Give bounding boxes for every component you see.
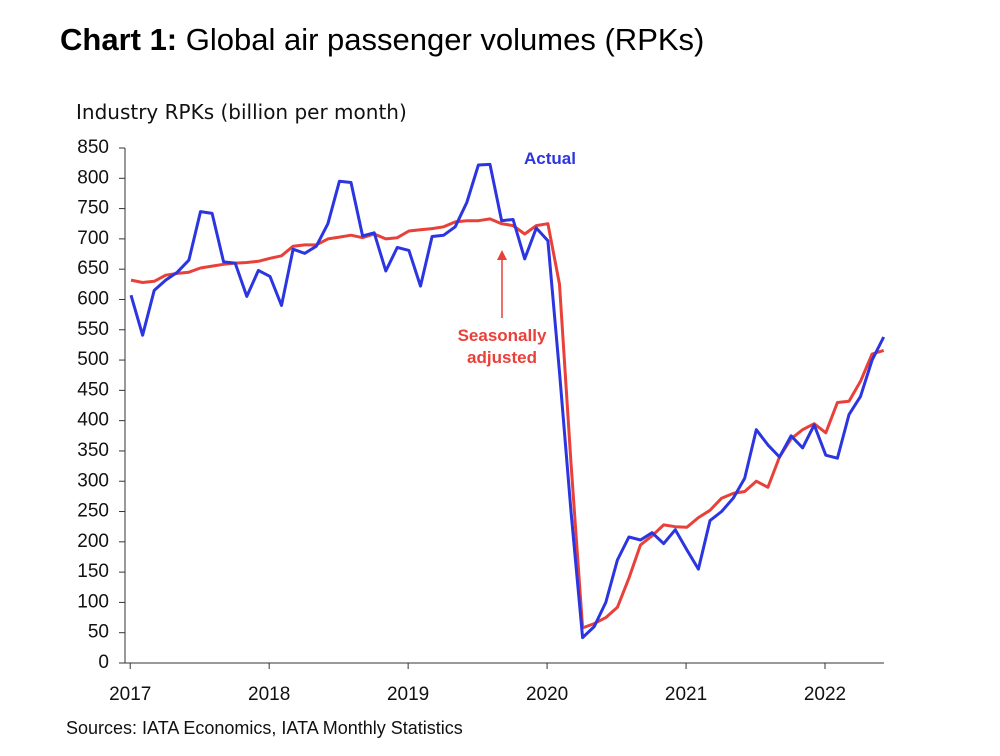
x-tick-label: 2019 xyxy=(387,684,429,705)
y-axis-title: Industry RPKs (billion per month) xyxy=(76,100,407,124)
annotation-arrowhead xyxy=(497,250,507,260)
y-tick-label: 450 xyxy=(77,379,109,400)
y-tick-label: 550 xyxy=(77,319,109,340)
chart-title: Global air passenger volumes (RPKs) xyxy=(185,22,705,57)
y-tick-label: 200 xyxy=(77,531,109,552)
title-block: Chart 1: Global air passenger volumes (R… xyxy=(60,22,704,58)
y-tick-label: 650 xyxy=(77,258,109,279)
x-tick-label: 2020 xyxy=(526,684,568,705)
source-note: Sources: IATA Economics, IATA Monthly St… xyxy=(66,718,463,738)
y-tick-label: 350 xyxy=(77,440,109,461)
series-line xyxy=(130,217,885,630)
series-line xyxy=(129,162,886,640)
x-tick-label: 2021 xyxy=(665,684,707,705)
title-label: Chart 1: xyxy=(60,22,178,57)
y-tick-label: 750 xyxy=(77,198,109,219)
y-tick-label: 250 xyxy=(77,501,109,522)
x-tick-label: 2018 xyxy=(248,684,290,705)
y-tick-label: 700 xyxy=(77,228,109,249)
y-tick-label: 150 xyxy=(77,561,109,582)
y-tick-label: 850 xyxy=(77,137,109,158)
y-tick-label: 600 xyxy=(77,288,109,309)
y-tick-label: 800 xyxy=(77,167,109,188)
y-tick-label: 500 xyxy=(77,349,109,370)
series-label: Seasonally adjusted xyxy=(457,326,547,367)
x-tick-label: 2017 xyxy=(109,684,151,705)
x-tick-label: 2022 xyxy=(804,684,846,705)
series-label: Actual xyxy=(524,149,576,168)
y-tick-label: 0 xyxy=(98,652,109,673)
y-tick-label: 100 xyxy=(77,591,109,612)
y-tick-label: 50 xyxy=(88,622,109,643)
y-tick-label: 300 xyxy=(77,470,109,491)
y-tick-label: 400 xyxy=(77,410,109,431)
